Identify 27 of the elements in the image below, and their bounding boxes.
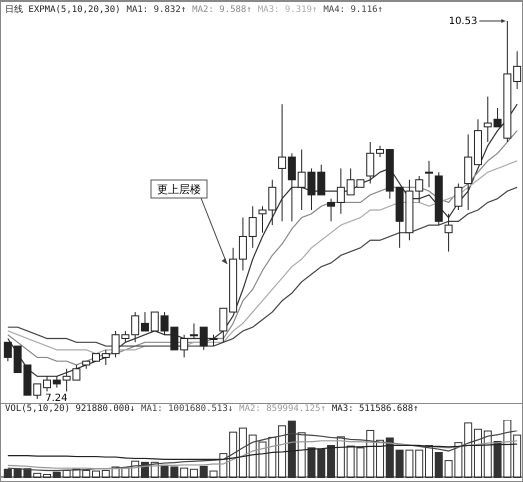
candlestick (425, 160, 433, 188)
candlestick (43, 376, 52, 392)
text: MA1: 1001680.513↓ (141, 404, 234, 414)
candlestick (278, 104, 286, 222)
candlestick (444, 213, 453, 252)
text: MA3: 9.319↑ (258, 5, 318, 15)
chart-title: VOL(5,10,20) 921880.000↓ (5, 404, 136, 414)
candlestick (210, 334, 218, 347)
annotation: 10.53 (448, 16, 478, 27)
candlestick (327, 198, 336, 222)
candlestick (376, 145, 384, 158)
annotation: 更上层楼 (157, 183, 201, 196)
candlestick (72, 364, 80, 381)
candlestick (140, 312, 149, 332)
candlestick (268, 179, 276, 226)
candlestick (307, 168, 316, 210)
annotation: 7.24 (45, 393, 68, 404)
candlestick (258, 206, 266, 234)
candlestick (366, 141, 374, 184)
text: MA1: 9.832↑ (126, 5, 186, 15)
text: MA2: 859994.125↑ (239, 404, 326, 414)
text: MA2: 9.588↑ (192, 5, 252, 15)
text: MA4: 9.116↑ (323, 5, 383, 15)
chart-title: 日线 EXPMA(5,10,20,30) (5, 5, 121, 15)
text: MA3: 511586.688↑ (332, 404, 419, 414)
candlestick (317, 164, 326, 196)
candlestick (454, 183, 462, 210)
